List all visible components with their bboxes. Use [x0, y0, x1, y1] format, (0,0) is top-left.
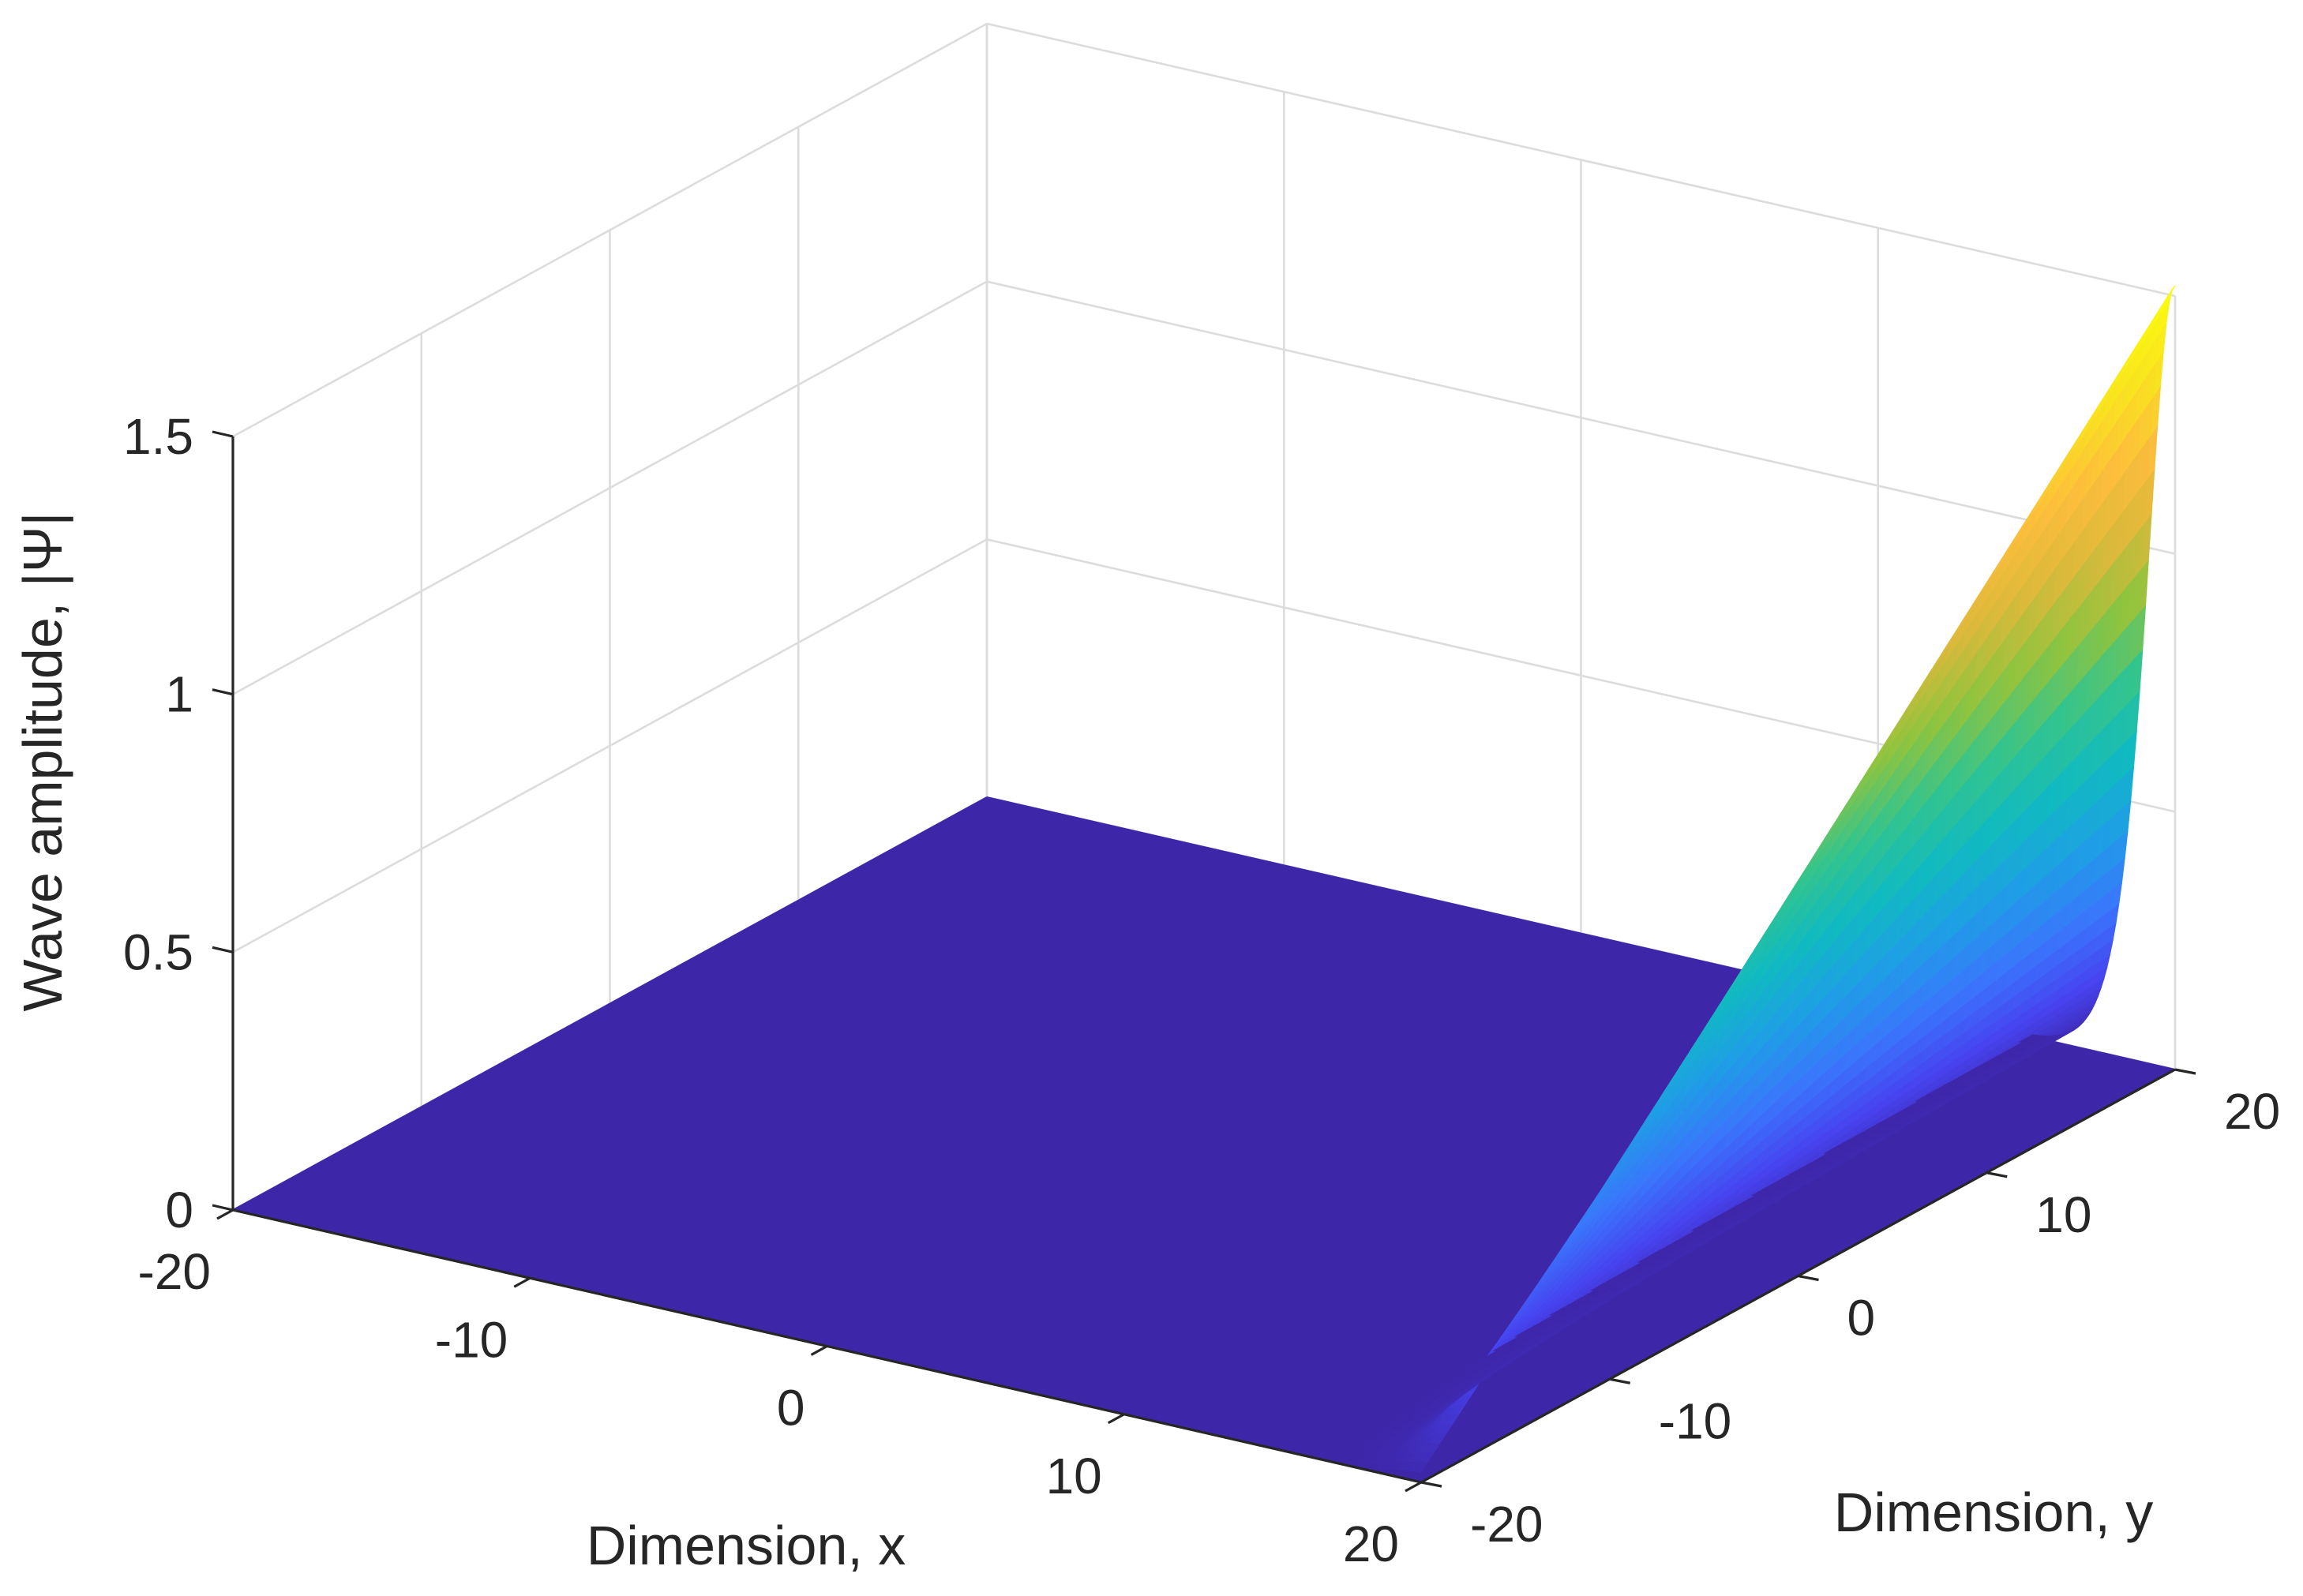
axes [212, 430, 2196, 1493]
surface-patch [2024, 1034, 2038, 1040]
surface-mesh [231, 285, 2177, 1484]
